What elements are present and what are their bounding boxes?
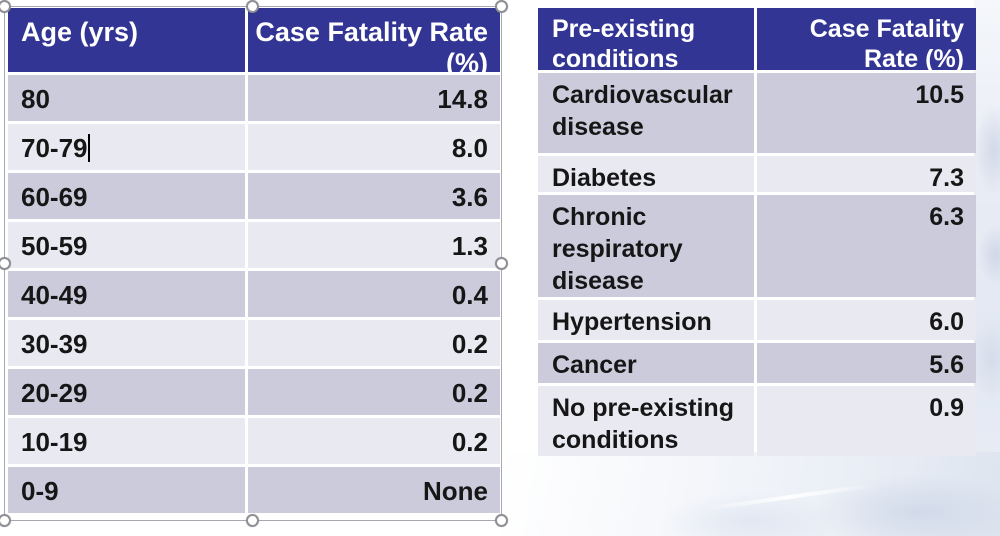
rate-cell[interactable]: 0.2 <box>248 369 500 415</box>
condition-cell[interactable]: No pre-existing conditions <box>538 386 754 456</box>
rate-cell[interactable]: 3.6 <box>248 173 500 219</box>
table-row[interactable]: 0-9 None <box>8 467 500 513</box>
age-cell[interactable]: 50-59 <box>8 222 245 268</box>
table-row[interactable]: 20-29 0.2 <box>8 369 500 415</box>
condition-cell[interactable]: Diabetes <box>538 156 754 192</box>
table-row[interactable]: 70-79 8.0 <box>8 124 500 170</box>
condition-cell[interactable]: Cancer <box>538 343 754 383</box>
table-row[interactable]: Hypertension 6.0 <box>538 300 976 340</box>
rate-cell[interactable]: 0.2 <box>248 320 500 366</box>
condition-cell[interactable]: Chronic respiratory disease <box>538 195 754 297</box>
rate-cell[interactable]: 0.4 <box>248 271 500 317</box>
table-row[interactable]: Chronic respiratory disease 6.3 <box>538 195 976 297</box>
table-row[interactable]: Diabetes 7.3 <box>538 156 976 192</box>
age-cell[interactable]: 70-79 <box>8 124 245 170</box>
condition-cell[interactable]: Cardiovascular disease <box>538 73 754 153</box>
table-header-row: Age (yrs) Case Fatality Rate (%) <box>8 8 500 72</box>
slide-background-image-right <box>974 0 1000 536</box>
rate-cell[interactable]: 14.8 <box>248 75 500 121</box>
table-row[interactable]: No pre-existing conditions 0.9 <box>538 386 976 456</box>
rate-cell[interactable]: 8.0 <box>248 124 500 170</box>
age-cell[interactable]: 80 <box>8 75 245 121</box>
rate-cell[interactable]: 1.3 <box>248 222 500 268</box>
age-cell[interactable]: 10-19 <box>8 418 245 464</box>
rate-cell[interactable]: 0.2 <box>248 418 500 464</box>
text-caret <box>88 134 90 162</box>
age-cell[interactable]: 40-49 <box>8 271 245 317</box>
rate-cell[interactable]: 6.0 <box>757 300 976 340</box>
column-header-cfr[interactable]: Case Fatality Rate (%) <box>248 8 500 72</box>
table-row[interactable]: 10-19 0.2 <box>8 418 500 464</box>
table-row[interactable]: Cardiovascular disease 10.5 <box>538 73 976 153</box>
column-header-age[interactable]: Age (yrs) <box>8 8 245 72</box>
condition-cell[interactable]: Hypertension <box>538 300 754 340</box>
conditions-fatality-table[interactable]: Pre-existing conditions Case Fatality Ra… <box>538 8 976 459</box>
table-row[interactable]: 30-39 0.2 <box>8 320 500 366</box>
table-row[interactable]: 60-69 3.6 <box>8 173 500 219</box>
table-row[interactable]: Cancer 5.6 <box>538 343 976 383</box>
rate-cell[interactable]: 7.3 <box>757 156 976 192</box>
age-cell[interactable]: 0-9 <box>8 467 245 513</box>
rate-cell[interactable]: 10.5 <box>757 73 976 153</box>
table-row[interactable]: 50-59 1.3 <box>8 222 500 268</box>
table-row[interactable]: 40-49 0.4 <box>8 271 500 317</box>
rate-cell[interactable]: 6.3 <box>757 195 976 297</box>
rate-cell[interactable]: 0.9 <box>757 386 976 456</box>
age-cell[interactable]: 30-39 <box>8 320 245 366</box>
table-row[interactable]: 80 14.8 <box>8 75 500 121</box>
rate-cell[interactable]: None <box>248 467 500 513</box>
table-header-row: Pre-existing conditions Case Fatality Ra… <box>538 8 976 70</box>
slide-background-image-bottom <box>500 452 1000 536</box>
column-header-cfr[interactable]: Case Fatality Rate (%) <box>757 8 976 70</box>
rate-cell[interactable]: 5.6 <box>757 343 976 383</box>
column-header-conditions[interactable]: Pre-existing conditions <box>538 8 754 70</box>
age-cell[interactable]: 20-29 <box>8 369 245 415</box>
age-fatality-table[interactable]: Age (yrs) Case Fatality Rate (%) 80 14.8… <box>8 8 500 516</box>
age-cell[interactable]: 60-69 <box>8 173 245 219</box>
